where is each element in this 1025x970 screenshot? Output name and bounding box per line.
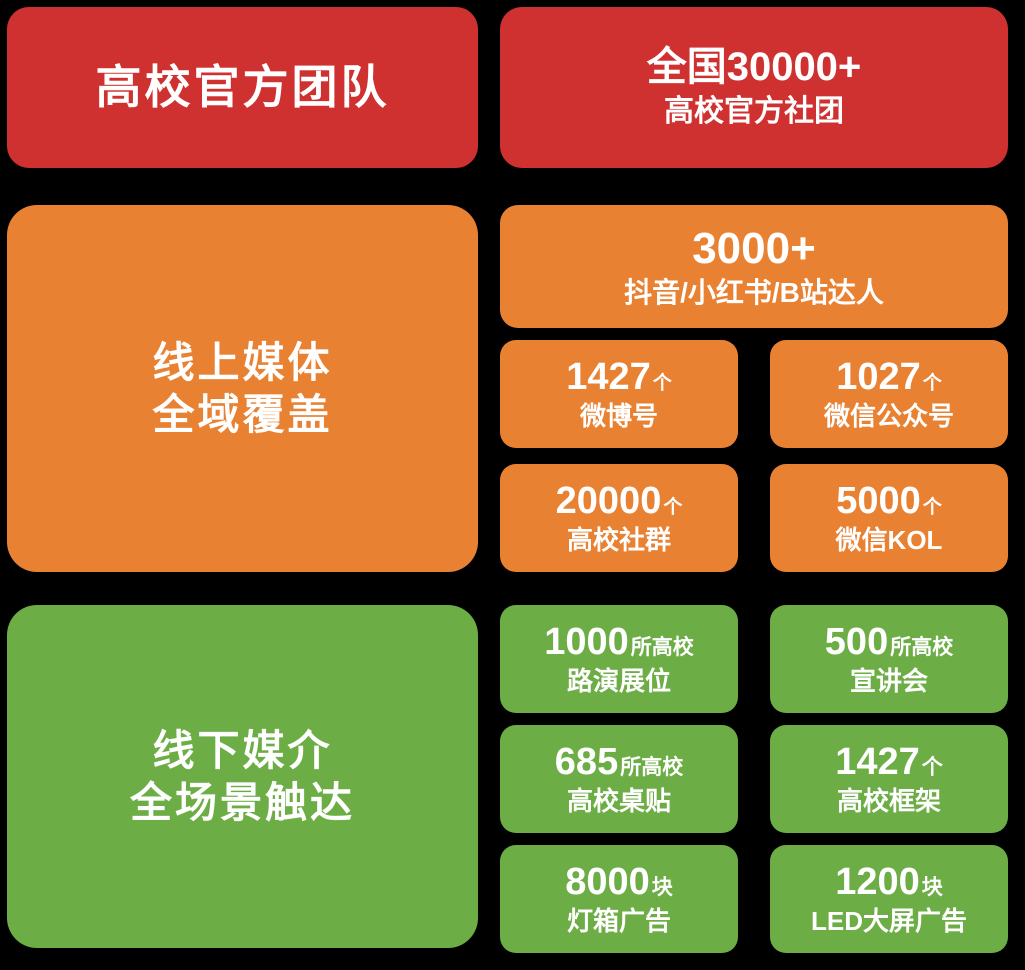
stat-number-value: 1427: [566, 356, 651, 399]
stat-label: 灯箱广告: [566, 906, 671, 937]
stat-unit: 个: [652, 373, 672, 395]
stat-unit: 个: [922, 373, 942, 395]
stat-card-wechat-kol: 5000 个 微信KOL: [770, 464, 1008, 572]
stat-card-info-session: 500 所高校 宣讲会: [770, 605, 1008, 713]
stat-number-value: 5000: [836, 480, 921, 523]
stat-number-row: 20000 个: [556, 481, 683, 522]
stat-number-value: 685: [554, 741, 619, 784]
stat-number-row: 500 所高校: [825, 622, 953, 663]
stat-number-row: 1027 个: [836, 357, 942, 398]
green-panel-title-line1: 线下媒介: [152, 727, 333, 775]
stat-number-row: 685 所高校: [555, 742, 683, 783]
stat-unit: 所高校: [620, 756, 684, 780]
stat-number-value: 1000: [544, 621, 629, 664]
stat-number-value: 8000: [565, 861, 650, 904]
stat-card-led-screen-ad: 1200 块 LED大屏广告: [770, 845, 1008, 953]
red-panel-title: 高校官方团队: [95, 60, 390, 113]
stat-label: LED大屏广告: [810, 906, 967, 937]
stat-label: 微信KOL: [835, 525, 943, 556]
green-category-panel: 线下媒介 全场景触达: [7, 605, 478, 948]
stat-number-value: 1200: [835, 861, 920, 904]
stat-number-row: 1200 块: [835, 862, 943, 903]
stat-card-campus-frame: 1427 个 高校框架: [770, 725, 1008, 833]
stat-unit: 块: [651, 876, 673, 900]
orange-highlight-card: 3000+ 抖音/小红书/B站达人: [500, 205, 1008, 328]
orange-panel-title-line2: 全域覆盖: [152, 390, 333, 438]
orange-highlight-number: 3000+: [692, 225, 816, 273]
green-panel-title: 线下媒介 全场景触达: [130, 725, 355, 827]
red-highlight-card: 全国30000+ 高校官方社团: [500, 7, 1008, 168]
orange-panel-title: 线上媒体 全域覆盖: [152, 337, 332, 439]
stat-unit: 所高校: [890, 636, 954, 660]
stat-card-lightbox-ad: 8000 块 灯箱广告: [500, 845, 738, 953]
stat-card-campus-groups: 20000 个 高校社群: [500, 464, 738, 572]
red-highlight-number: 全国30000+: [647, 46, 862, 89]
stat-label: 路演展位: [566, 666, 671, 697]
stat-number-row: 1427 个: [835, 742, 943, 783]
stat-label: 高校桌贴: [566, 786, 671, 817]
stat-unit: 个: [921, 756, 943, 780]
stat-unit: 个: [663, 497, 683, 519]
orange-panel-title-line1: 线上媒体: [152, 339, 333, 387]
stat-number-value: 20000: [555, 480, 662, 523]
stat-number-value: 1427: [835, 741, 920, 784]
stat-card-roadshow-booth: 1000 所高校 路演展位: [500, 605, 738, 713]
stat-label: 宣讲会: [849, 666, 928, 697]
stat-number-row: 5000 个: [836, 481, 942, 522]
red-category-panel: 高校官方团队: [7, 7, 478, 168]
orange-highlight-number-value: 3000+: [692, 223, 816, 273]
stat-number-value: 500: [824, 621, 889, 664]
stat-number-row: 1000 所高校: [544, 622, 694, 663]
stat-unit: 所高校: [630, 636, 694, 660]
stat-number-row: 1427 个: [566, 357, 672, 398]
stat-unit: 块: [921, 876, 943, 900]
orange-category-panel: 线上媒体 全域覆盖: [7, 205, 478, 572]
red-highlight-number-value: 全国30000+: [646, 45, 862, 90]
stat-card-weibo: 1427 个 微博号: [500, 340, 738, 448]
green-panel-title-line2: 全场景触达: [129, 778, 355, 826]
stat-label: 微信公众号: [823, 401, 954, 432]
stat-card-desk-sticker: 685 所高校 高校桌贴: [500, 725, 738, 833]
stat-number-value: 1027: [836, 356, 921, 399]
red-panel-title-line1: 高校官方团队: [95, 60, 390, 113]
stat-label: 微博号: [579, 401, 658, 432]
red-highlight-sub: 高校官方社团: [664, 95, 844, 129]
stat-label: 高校社群: [566, 525, 671, 556]
stat-card-wechat-official: 1027 个 微信公众号: [770, 340, 1008, 448]
stat-unit: 个: [922, 497, 942, 519]
stat-label: 高校框架: [836, 786, 941, 817]
orange-highlight-sub: 抖音/小红书/B站达人: [624, 277, 884, 309]
stat-number-row: 8000 块: [565, 862, 673, 903]
